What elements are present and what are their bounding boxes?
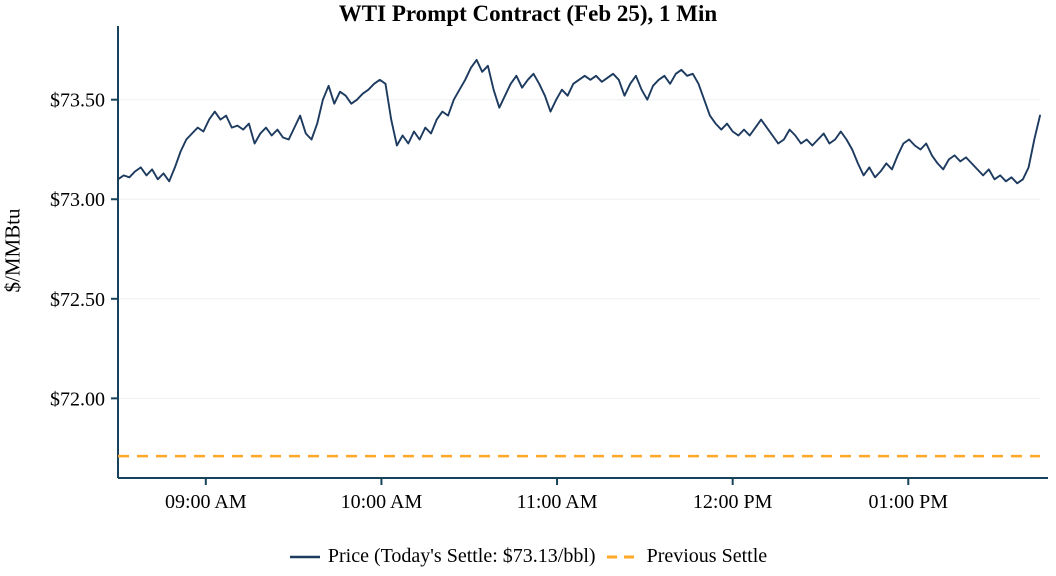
- price-line-swatch-icon: [289, 555, 320, 558]
- legend: Price (Today's Settle: $73.13/bbl) Previ…: [0, 545, 1056, 568]
- legend-item-previous-settle: Previous Settle: [606, 545, 768, 568]
- y-tick-label: $72.50: [50, 289, 105, 311]
- y-tick-label: $73.50: [50, 90, 105, 112]
- x-tick-label: 12:00 PM: [693, 491, 773, 513]
- y-tick-label: $73.00: [50, 189, 105, 211]
- previous-settle-swatch-icon: [606, 555, 639, 558]
- legend-item-price: Price (Today's Settle: $73.13/bbl): [289, 545, 596, 568]
- x-tick-label: 09:00 AM: [165, 491, 247, 513]
- chart-title: WTI Prompt Contract (Feb 25), 1 Min: [338, 1, 718, 26]
- y-tick-label: $72.00: [50, 388, 105, 410]
- legend-previous-settle-label: Previous Settle: [646, 545, 768, 567]
- x-tick-label: 11:00 AM: [517, 491, 598, 513]
- price-line: [117, 58, 1041, 185]
- legend-price-label: Price (Today's Settle: $73.13/bbl): [327, 545, 596, 567]
- x-tick-label: 01:00 PM: [869, 491, 949, 513]
- x-tick-label: 10:00 AM: [341, 491, 423, 513]
